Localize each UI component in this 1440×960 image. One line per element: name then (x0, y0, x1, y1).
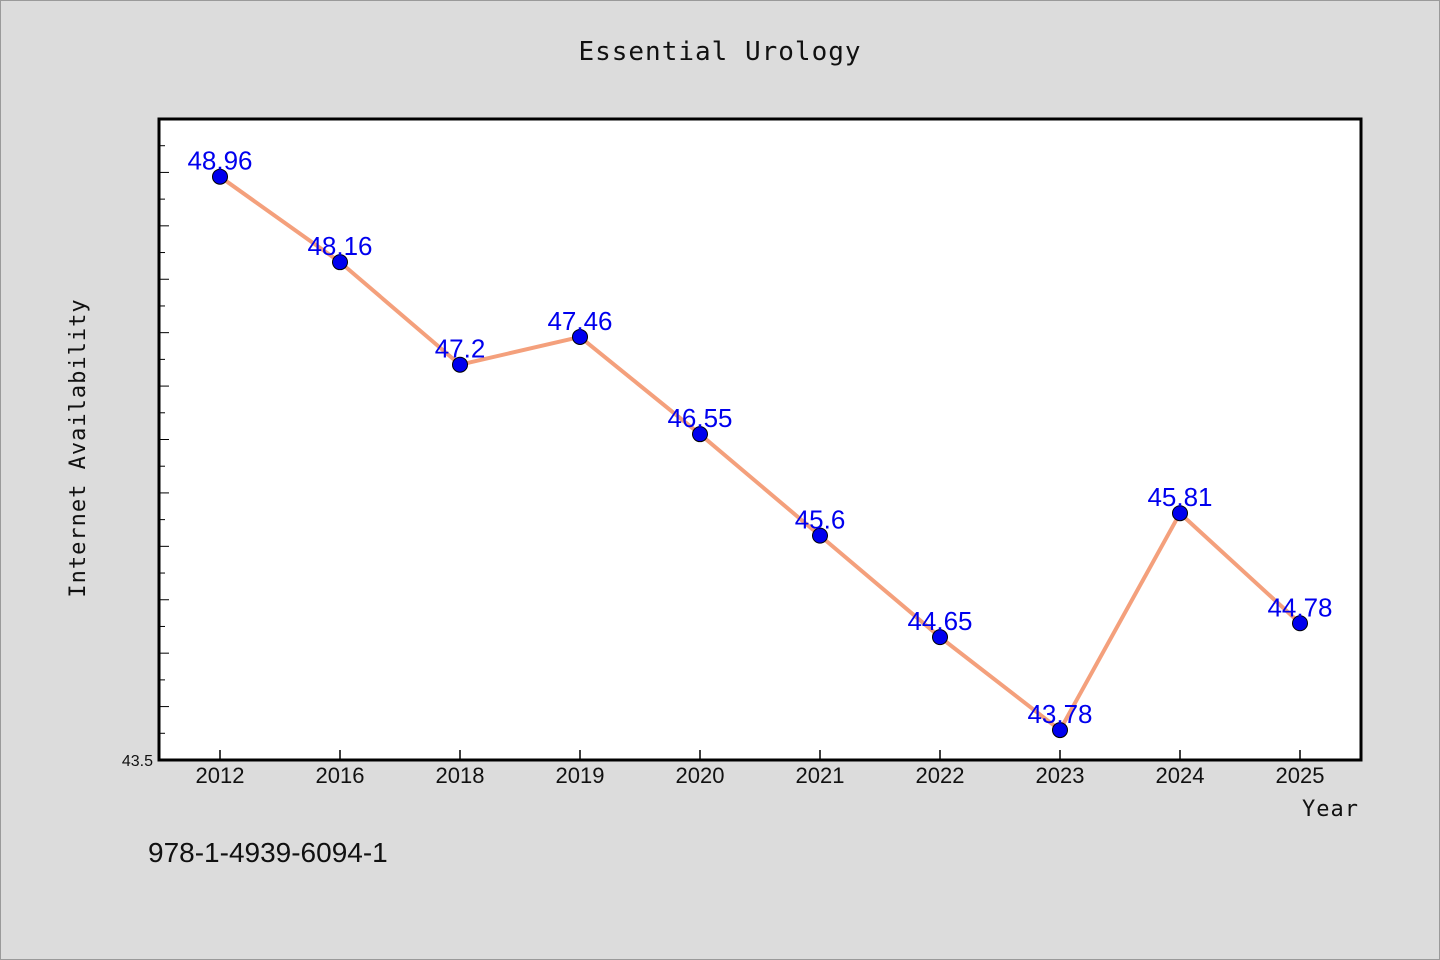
data-label: 46.55 (667, 403, 732, 433)
data-point (692, 426, 708, 443)
data-markers (212, 168, 1308, 739)
y-tick-label: 43.5 (122, 753, 153, 770)
x-tick-label: 2019 (556, 763, 605, 788)
data-label: 47.46 (547, 306, 612, 336)
data-point (1172, 505, 1188, 522)
data-point (212, 168, 228, 185)
data-label: 44.65 (907, 606, 972, 636)
y-axis-label: Internet Availability (66, 298, 91, 597)
data-label: 47.2 (435, 334, 486, 364)
data-label: 48.16 (307, 231, 372, 261)
isbn-text: 978-1-4939-6094-1 (148, 837, 388, 868)
x-axis-label: Year (1302, 797, 1359, 822)
data-label: 44.78 (1267, 592, 1332, 622)
x-tick-label: 2012 (196, 763, 245, 788)
data-label: 45.6 (795, 505, 846, 535)
data-labels: 48.96 48.16 47.2 47.46 46.55 45.6 44.65 43.78 45… (187, 146, 1332, 729)
y-axis-ticks: 43.5 (122, 118, 169, 770)
data-point (1292, 615, 1308, 632)
x-tick-label: 2022 (916, 763, 965, 788)
data-label: 45.81 (1147, 482, 1212, 512)
data-point (452, 356, 468, 373)
data-point (1052, 722, 1068, 739)
data-label: 43.78 (1027, 699, 1092, 729)
data-point (572, 328, 588, 345)
x-axis-ticks: 2012 2016 2018 2019 2020 2021 2022 2023 2024 2025 (196, 750, 1325, 788)
data-label: 48.96 (187, 146, 252, 176)
chart-title: Essential Urology (578, 37, 861, 67)
x-tick-label: 2025 (1276, 763, 1325, 788)
x-tick-label: 2024 (1156, 763, 1205, 788)
plot-area (157, 117, 1363, 762)
data-point (812, 527, 828, 544)
x-tick-label: 2016 (316, 763, 365, 788)
data-point (932, 629, 948, 646)
series-line (218, 175, 1302, 733)
x-tick-label: 2018 (436, 763, 485, 788)
data-point (332, 254, 348, 271)
x-tick-label: 2020 (676, 763, 725, 788)
x-tick-label: 2021 (796, 763, 845, 788)
x-tick-label: 2023 (1036, 763, 1085, 788)
